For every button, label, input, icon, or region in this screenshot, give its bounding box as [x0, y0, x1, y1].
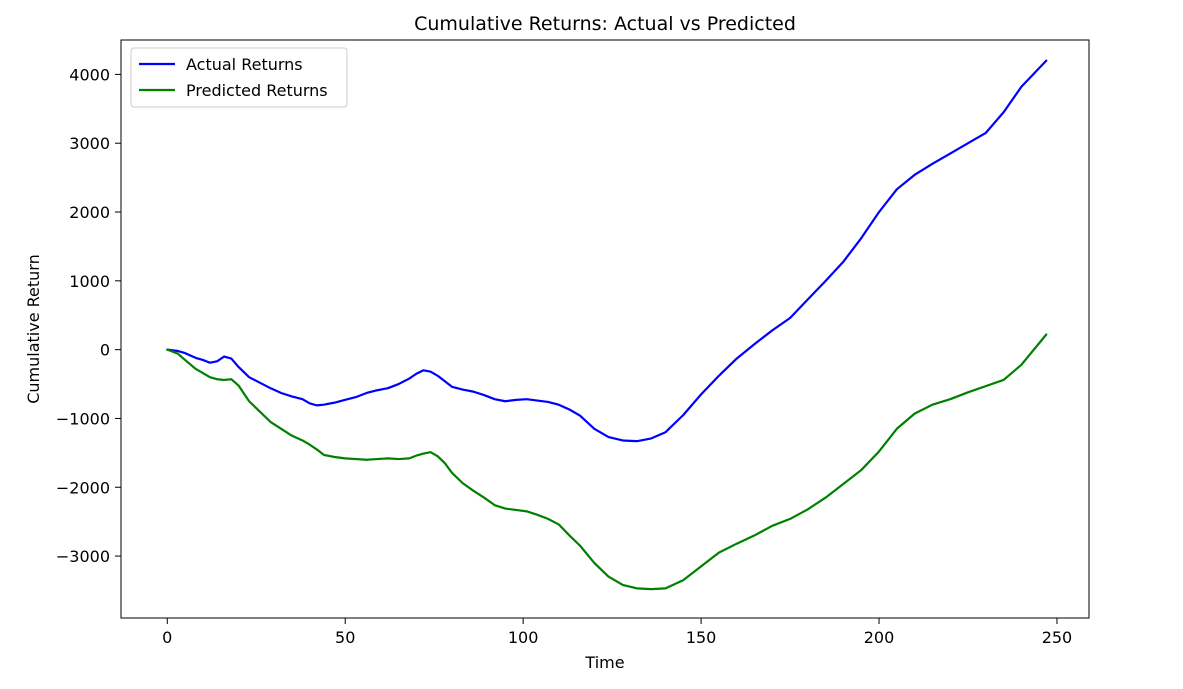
series-line-actual-returns: [166, 59, 1048, 443]
x-axis: 0 50 100 150 200 250: [162, 618, 1072, 647]
y-tick-label--3000: −3000: [56, 547, 110, 566]
x-tick-label-50: 50: [335, 628, 355, 647]
chart-title: Cumulative Returns: Actual vs Predicted: [414, 13, 796, 35]
legend-label-predicted: Predicted Returns: [186, 81, 328, 100]
y-tick-label--2000: −2000: [56, 478, 110, 497]
series-layer: [166, 59, 1048, 591]
y-tick-label-1000: 1000: [69, 272, 110, 291]
plot-frame: [120, 39, 1090, 619]
x-tick-label-150: 150: [686, 628, 717, 647]
x-tick-label-0: 0: [162, 628, 172, 647]
x-axis-label: Time: [584, 653, 624, 672]
legend-box: [130, 47, 348, 108]
x-tick-label-100: 100: [508, 628, 539, 647]
y-tick-label--1000: −1000: [56, 409, 110, 428]
legend: Actual Returns Predicted Returns: [130, 47, 348, 108]
y-tick-label-0: 0: [100, 341, 110, 360]
plot-area: [120, 39, 1090, 619]
x-tick-label-250: 250: [1042, 628, 1073, 647]
y-tick-label-4000: 4000: [69, 65, 110, 84]
y-axis: −3000 −2000 −1000 0 1000 2000 3000 4000: [56, 65, 121, 566]
y-tick-label-3000: 3000: [69, 134, 110, 153]
y-tick-label-2000: 2000: [69, 203, 110, 222]
x-tick-label-200: 200: [864, 628, 895, 647]
legend-label-actual: Actual Returns: [186, 55, 303, 74]
y-axis-label: Cumulative Return: [24, 254, 43, 404]
series-line-predicted-returns: [166, 333, 1048, 591]
